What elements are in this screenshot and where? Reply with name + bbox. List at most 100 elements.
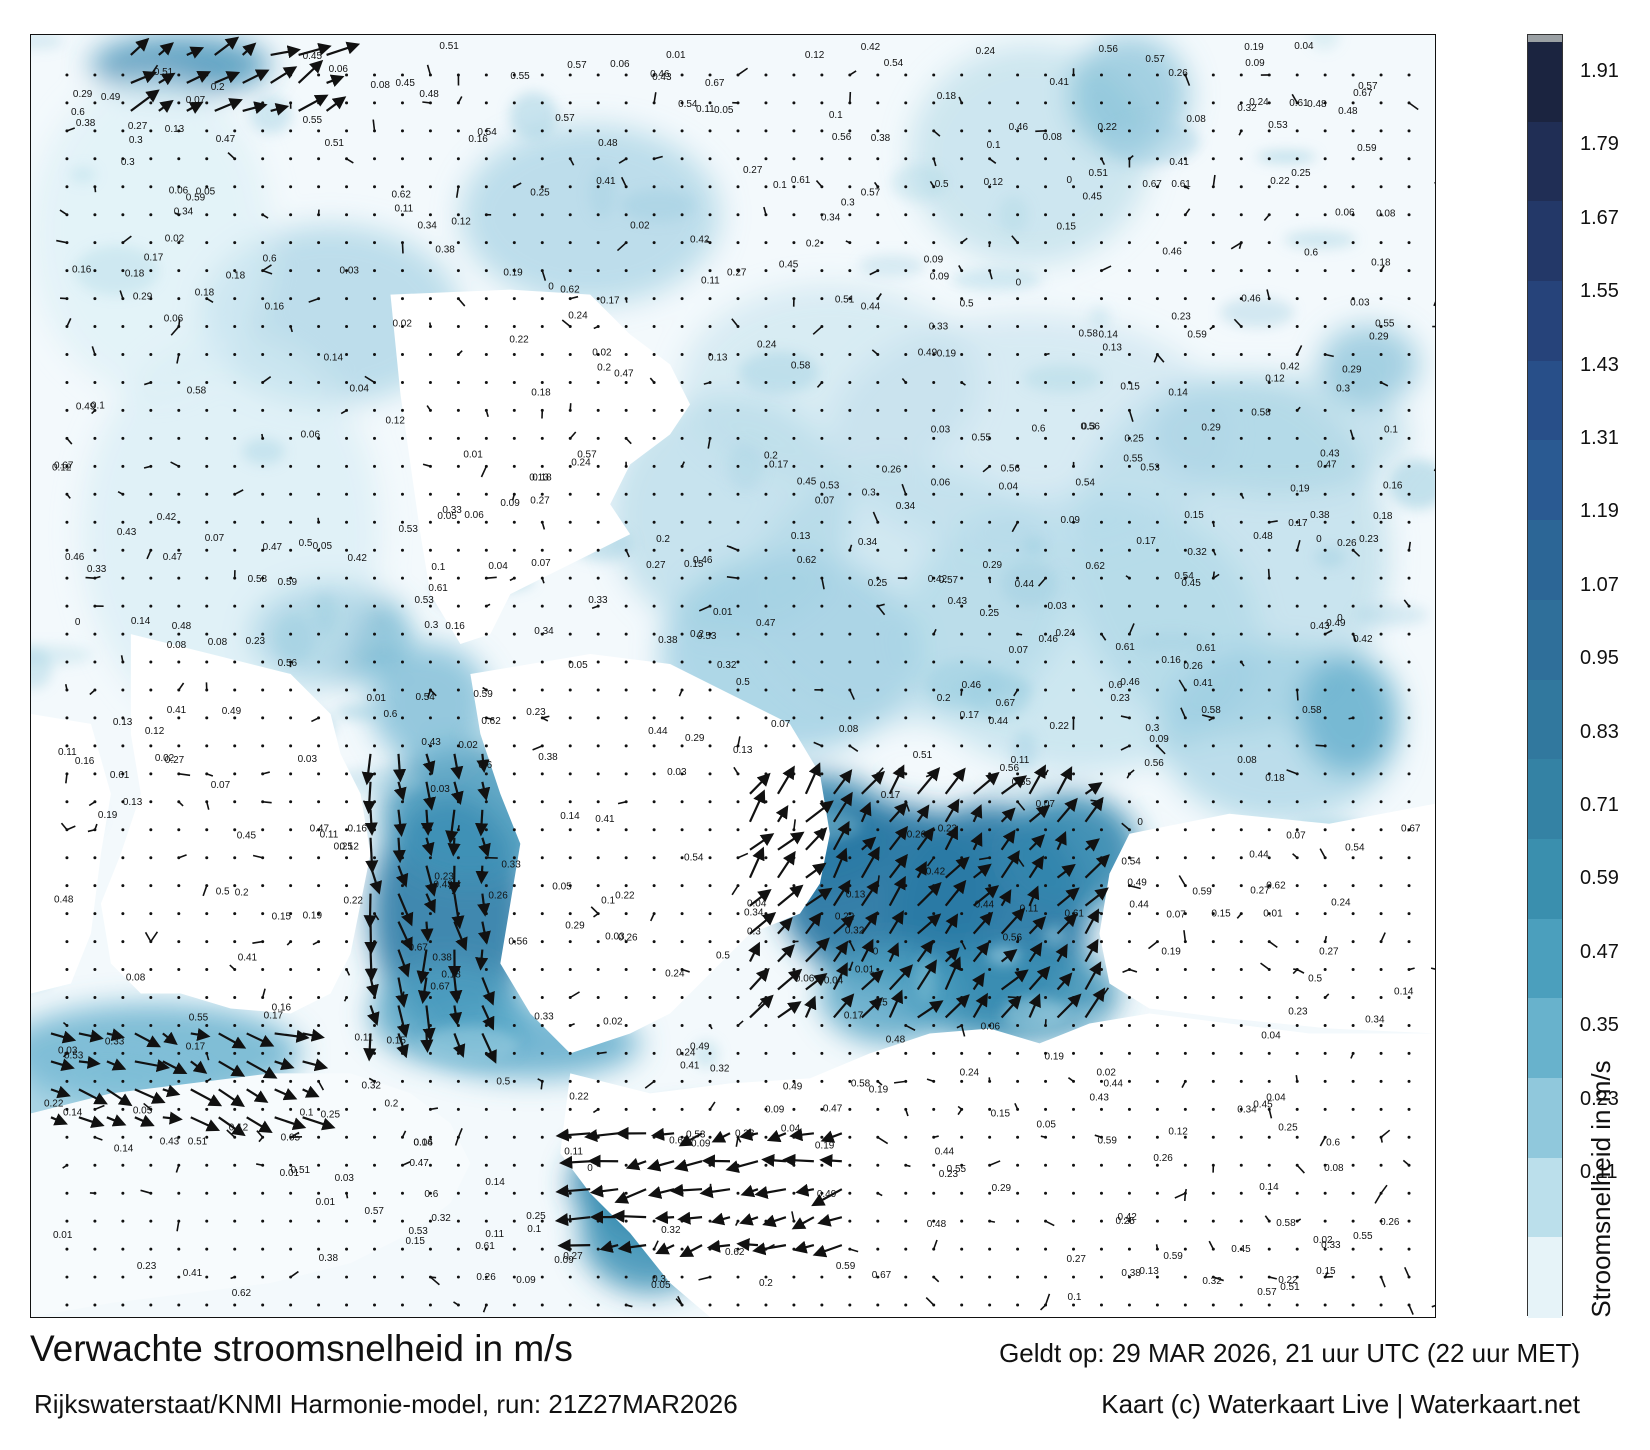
colorbar-tick-label: 0.83 [1580,720,1619,743]
grid-point [876,548,880,552]
current-vector-small [1101,265,1112,272]
grid-point [317,828,321,832]
grid-point [149,800,153,804]
grid-point [1351,968,1355,972]
grid-point [456,1219,460,1223]
grid-point [904,157,908,161]
grid-point [289,353,293,356]
grid-point [205,996,209,999]
grid-point [708,1247,712,1251]
grid-point [764,1275,768,1279]
speed-label: 0.26 [1153,1153,1173,1164]
grid-point [1072,297,1076,301]
grid-point [680,1023,684,1027]
speed-label: 0.6 [1108,680,1122,691]
map-subtitle: Rijkswaterstaat/KNMI Harmonie-model, run… [34,1389,738,1419]
grid-point [484,353,488,356]
grid-point [65,353,69,356]
current-vector [972,863,992,879]
speed-label: 0.67 [54,460,74,471]
grid-point [1044,884,1048,888]
current-speed-map[interactable]: 0.13 0.14 0.15 0.11 0.09 0.08 0.07 0.06 0.05 0.04… [30,34,1436,1318]
speed-label: 0.12 [1265,373,1285,384]
grid-point [1099,688,1103,692]
grid-point [624,1051,628,1055]
grid-point [1155,1023,1159,1027]
grid-point [289,884,293,888]
grid-point [1072,492,1076,496]
grid-point [1016,408,1020,412]
speed-label: 0.07 [186,95,206,106]
colorbar-segment [1528,918,1562,1000]
speed-label: 0.53 [820,480,840,491]
speed-field-streak [69,166,96,183]
grid-point [708,269,712,273]
current-vector-small [143,465,152,469]
grid-point [680,996,684,999]
speed-label: 0.16 [468,134,488,145]
grid-point [512,380,516,384]
grid-point [792,269,796,273]
speed-label: 0.18 [195,288,215,299]
grid-point [345,884,349,888]
current-vector-small [1380,381,1389,387]
speed-label: 0.3 [652,1274,666,1285]
speed-label: 0.43 [160,1136,180,1147]
grid-point [1044,912,1048,916]
grid-point [345,716,349,720]
grid-points [65,73,1411,1307]
speed-field-streak [1022,538,1045,555]
grid-point [121,185,125,189]
grid-point [904,408,908,412]
speed-label: 0.3 [747,927,761,938]
current-vector-small [933,130,941,137]
current-vector [158,99,174,114]
grid-point [1044,604,1048,608]
grid-point [680,101,684,105]
grid-point [1379,129,1383,133]
current-vector-small [85,576,95,579]
grid-point [624,129,628,133]
grid-point [1072,548,1076,552]
current-vector [860,846,880,879]
speed-label: 0.13 [733,745,753,756]
grid-point [568,828,572,832]
speed-label: 0.15 [1120,381,1140,392]
grid-point [1351,213,1355,217]
grid-point [121,269,125,273]
grid-point [1044,436,1048,440]
grid-point [177,716,181,720]
speed-label: 0.51 [913,750,933,761]
grid-point [1099,828,1103,832]
current-vector [78,1055,101,1069]
grid-point [960,1079,964,1083]
colorbar-tick-label: 1.43 [1580,353,1619,376]
grid-point [205,940,209,944]
current-vector-small [791,1211,795,1222]
grid-point [540,688,544,692]
grid-point [820,1275,824,1279]
grid-point [680,73,684,77]
speed-label: 0.29 [133,292,153,303]
grid-point [820,464,824,468]
grid-point [876,408,880,412]
grid-point [1211,772,1215,776]
current-vector-small [590,906,599,915]
grid-point [680,520,684,524]
speed-label: 0.57 [365,1206,385,1217]
grid-point [512,828,516,832]
grid-point [1183,604,1187,608]
grid-point [317,1163,321,1167]
grid-point [177,520,181,524]
speed-label: 0 [873,947,879,958]
current-vector-small [877,293,882,300]
grid-point [1323,408,1327,412]
speed-label: 0 [1016,278,1022,289]
grid-point [540,548,544,552]
current-vector [134,1114,155,1127]
grid-point [1211,1051,1215,1055]
land-central-region [100,634,371,1014]
speed-label: 0.02 [592,348,612,359]
current-vector [1000,995,1022,1019]
speed-label: 0.43 [652,72,672,83]
